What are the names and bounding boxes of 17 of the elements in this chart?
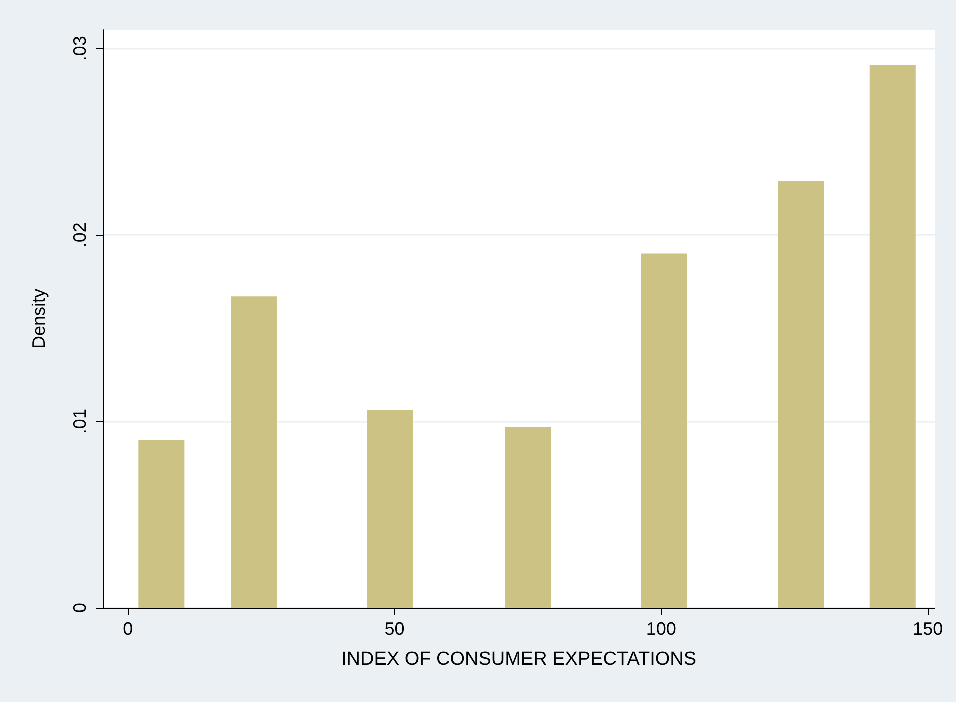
bar [778, 181, 824, 608]
bar [367, 410, 414, 608]
bar [870, 65, 916, 608]
y-axis-title: Density [29, 288, 49, 350]
y-tick-label: .03 [70, 36, 90, 62]
x-tick-label: 50 [380, 619, 410, 639]
x-tick-label: 150 [908, 619, 948, 639]
bar [505, 427, 552, 608]
y-tick-label: .02 [70, 222, 90, 248]
bar [641, 254, 688, 608]
x-tick-label: 0 [118, 619, 138, 639]
x-tick-label: 100 [641, 619, 682, 639]
y-tick-label: .01 [70, 409, 90, 434]
bar [231, 296, 278, 608]
x-axis-title: INDEX OF CONSUMER EXPECTATIONS [341, 649, 697, 670]
y-tick-label: 0 [70, 602, 90, 614]
bar [138, 440, 185, 608]
